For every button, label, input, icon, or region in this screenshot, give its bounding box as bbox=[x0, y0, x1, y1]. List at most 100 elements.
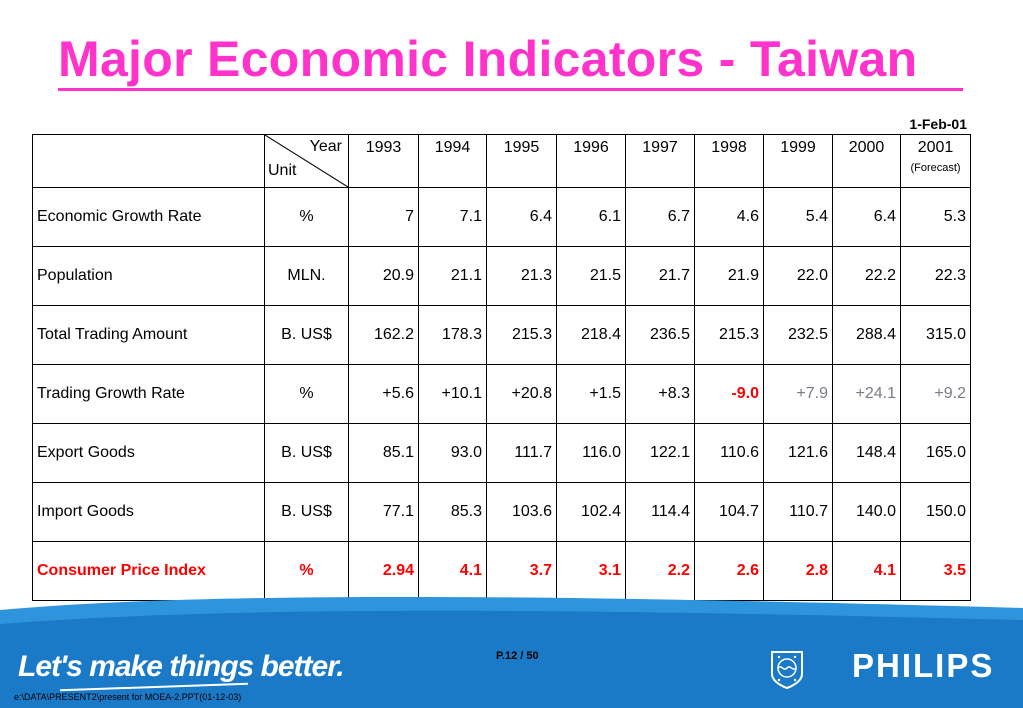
value-cell: +20.8 bbox=[486, 364, 557, 424]
year-label: 1996 bbox=[573, 139, 609, 156]
value-cell: 104.7 bbox=[694, 482, 764, 542]
unit-header-label: Unit bbox=[268, 162, 297, 179]
table-row: Population MLN. 20.9 21.1 21.3 21.5 21.7 21.9 22… bbox=[32, 246, 971, 306]
value-cell: 110.7 bbox=[763, 482, 833, 542]
value-cell: +8.3 bbox=[625, 364, 695, 424]
row-unit: B. US$ bbox=[264, 482, 349, 542]
value-cell: 22.2 bbox=[832, 246, 901, 306]
page-number: P.12 / 50 bbox=[496, 650, 539, 662]
value-cell: 102.4 bbox=[556, 482, 626, 542]
year-header-cell: 1996 bbox=[556, 134, 626, 188]
diagonal-divider bbox=[265, 135, 348, 187]
row-unit: % bbox=[264, 187, 349, 247]
table-body: Year Unit 1993 1994 1995 1996 1997 1998 1999 20… bbox=[32, 134, 971, 601]
value-cell: 6.4 bbox=[486, 187, 557, 247]
row-unit: B. US$ bbox=[264, 423, 349, 483]
value-cell: 77.1 bbox=[348, 482, 419, 542]
value-cell: 111.7 bbox=[486, 423, 557, 483]
value-cell: 4.1 bbox=[832, 541, 901, 601]
value-cell: 21.1 bbox=[418, 246, 487, 306]
year-header-cell: 1994 bbox=[418, 134, 487, 188]
value-cell: 85.1 bbox=[348, 423, 419, 483]
footer-band bbox=[0, 590, 1023, 708]
value-cell: 315.0 bbox=[900, 305, 971, 365]
value-cell: 85.3 bbox=[418, 482, 487, 542]
value-cell: 6.4 bbox=[832, 187, 901, 247]
year-label: 1993 bbox=[365, 139, 402, 156]
page-title: Major Economic Indicators - Taiwan bbox=[58, 31, 918, 87]
table-row: Total Trading Amount B. US$ 162.2 178.3 215.… bbox=[32, 305, 971, 365]
value-cell: 3.5 bbox=[900, 541, 971, 601]
value-cell: 21.3 bbox=[486, 246, 557, 306]
value-cell: 218.4 bbox=[556, 305, 626, 365]
value-cell: 4.6 bbox=[694, 187, 764, 247]
value-cell: 110.6 bbox=[694, 423, 764, 483]
value-cell: 103.6 bbox=[486, 482, 557, 542]
row-label: Total Trading Amount bbox=[32, 305, 265, 365]
philips-shield-icon bbox=[770, 650, 804, 690]
value-cell: 150.0 bbox=[900, 482, 971, 542]
row-label: Trading Growth Rate bbox=[32, 364, 265, 424]
row-label: Import Goods bbox=[32, 482, 265, 542]
row-unit: % bbox=[264, 541, 349, 601]
file-path: e:\DATA\PRESENT2\present for MOEA-2.PPT(… bbox=[14, 692, 242, 702]
value-cell: 122.1 bbox=[625, 423, 695, 483]
value-cell: 21.9 bbox=[694, 246, 764, 306]
slogan-text: Let's make things better. bbox=[18, 650, 345, 683]
year-header-cell: 2001 (Forecast) bbox=[900, 134, 971, 188]
table-row: Consumer Price Index% 2.94 4.1 3.7 3.1 2.2 2.6… bbox=[32, 541, 971, 601]
indicators-table: Year Unit 1993 1994 1995 1996 1997 1998 1999 20… bbox=[32, 134, 971, 601]
value-cell: 20.9 bbox=[348, 246, 419, 306]
value-cell: +10.1 bbox=[418, 364, 487, 424]
year-label: 2000 bbox=[848, 139, 885, 156]
value-cell: +9.2 bbox=[900, 364, 971, 424]
year-unit-corner-cell: Year Unit bbox=[264, 134, 349, 188]
value-cell: 22.3 bbox=[900, 246, 971, 306]
year-header-cell: 2000 bbox=[832, 134, 901, 188]
row-unit: % bbox=[264, 364, 349, 424]
value-cell: 5.4 bbox=[763, 187, 833, 247]
year-label: 1994 bbox=[434, 139, 471, 156]
forecast-note: (Forecast) bbox=[910, 162, 961, 174]
value-cell: 162.2 bbox=[348, 305, 419, 365]
value-cell: 21.7 bbox=[625, 246, 695, 306]
footer-wave-background bbox=[0, 596, 1023, 708]
header-row: Year Unit 1993 1994 1995 1996 1997 1998 1999 20… bbox=[32, 134, 971, 188]
year-header-cell: 1997 bbox=[625, 134, 695, 188]
value-cell: 7.1 bbox=[418, 187, 487, 247]
table-row: Economic Growth Rate% 7 7.1 6.4 6.1 6.7 4.6 5.4… bbox=[32, 187, 971, 247]
value-cell: 148.4 bbox=[832, 423, 901, 483]
value-cell: 165.0 bbox=[900, 423, 971, 483]
value-cell: 3.1 bbox=[556, 541, 626, 601]
value-cell: 6.7 bbox=[625, 187, 695, 247]
title-underline bbox=[58, 88, 963, 91]
year-label: 1997 bbox=[642, 139, 678, 156]
value-cell: +7.9 bbox=[763, 364, 833, 424]
table-row: Trading Growth Rate% +5.6 +10.1 +20.8 +1.5 +8… bbox=[32, 364, 971, 424]
row-label: Export Goods bbox=[32, 423, 265, 483]
year-header-cell: 1998 bbox=[694, 134, 764, 188]
year-header-cell: 1993 bbox=[348, 134, 419, 188]
value-cell: 215.3 bbox=[694, 305, 764, 365]
value-cell: +24.1 bbox=[832, 364, 901, 424]
value-cell: 22.0 bbox=[763, 246, 833, 306]
year-header-label: Year bbox=[309, 138, 342, 155]
value-cell: 178.3 bbox=[418, 305, 487, 365]
value-cell: 232.5 bbox=[763, 305, 833, 365]
value-cell: 236.5 bbox=[625, 305, 695, 365]
year-header-cell: 1995 bbox=[486, 134, 557, 188]
row-unit: B. US$ bbox=[264, 305, 349, 365]
value-cell: 288.4 bbox=[832, 305, 901, 365]
year-label: 1998 bbox=[711, 139, 747, 156]
value-cell: 93.0 bbox=[418, 423, 487, 483]
row-label: Population bbox=[32, 246, 265, 306]
value-cell: 116.0 bbox=[556, 423, 626, 483]
header-blank-cell bbox=[32, 134, 265, 188]
value-cell: 215.3 bbox=[486, 305, 557, 365]
value-cell: 2.6 bbox=[694, 541, 764, 601]
value-cell: 6.1 bbox=[556, 187, 626, 247]
brand-logo-text: PHILIPS bbox=[852, 647, 995, 684]
value-cell: 21.5 bbox=[556, 246, 626, 306]
year-header-cell: 1999 bbox=[763, 134, 833, 188]
value-cell: 140.0 bbox=[832, 482, 901, 542]
